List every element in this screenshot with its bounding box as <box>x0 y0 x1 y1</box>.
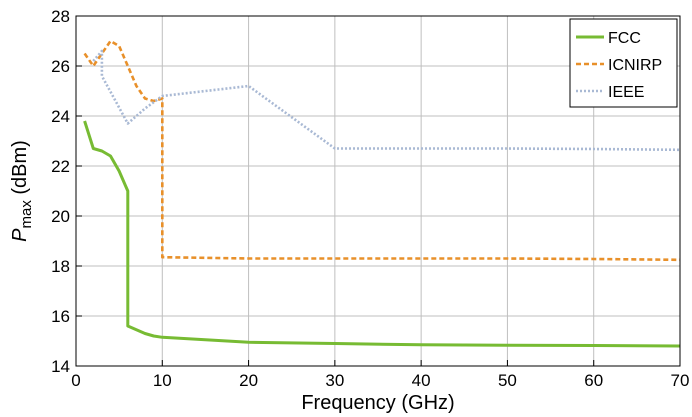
legend-label-ieee: IEEE <box>608 84 644 101</box>
legend: FCC ICNIRP IEEE <box>569 18 678 108</box>
x-tick-label: 70 <box>671 371 690 390</box>
grid <box>75 15 681 367</box>
y-axis-ticks: 14 16 18 20 22 24 26 28 <box>51 7 82 376</box>
series-line-icnirp <box>83 39 681 262</box>
x-tick-label: 0 <box>71 371 80 390</box>
series-line-ieee <box>92 49 681 152</box>
plot-frame <box>75 15 681 367</box>
y-tick-label: 18 <box>51 257 70 276</box>
series-line-fcc <box>83 120 681 348</box>
y-axis-label-main: P <box>9 228 31 242</box>
y-tick-label: 28 <box>51 7 70 26</box>
x-axis-label: Frequency (GHz) <box>301 392 454 414</box>
x-tick-label: 60 <box>584 371 603 390</box>
y-tick-label: 26 <box>51 57 70 76</box>
y-tick-label: 14 <box>51 357 70 376</box>
x-tick-label: 50 <box>498 371 517 390</box>
x-axis-ticks: 0 10 20 30 40 50 60 70 <box>71 360 689 390</box>
x-tick-label: 30 <box>325 371 344 390</box>
y-axis-label-sub: max <box>18 200 35 229</box>
series-group <box>83 39 681 348</box>
y-tick-label: 16 <box>51 307 70 326</box>
y-axis-label-unit: (dBm) <box>9 140 31 200</box>
legend-label-fcc: FCC <box>608 30 641 47</box>
y-tick-label: 24 <box>51 107 70 126</box>
legend-label-icnirp: ICNIRP <box>608 57 662 74</box>
y-axis-label: Pmax (dBm) <box>9 140 35 242</box>
x-tick-label: 20 <box>239 371 258 390</box>
legend-items: FCC ICNIRP IEEE <box>576 30 662 101</box>
y-tick-label: 20 <box>51 207 70 226</box>
x-tick-label: 10 <box>153 371 172 390</box>
y-tick-label: 22 <box>51 157 70 176</box>
x-tick-label: 40 <box>412 371 431 390</box>
